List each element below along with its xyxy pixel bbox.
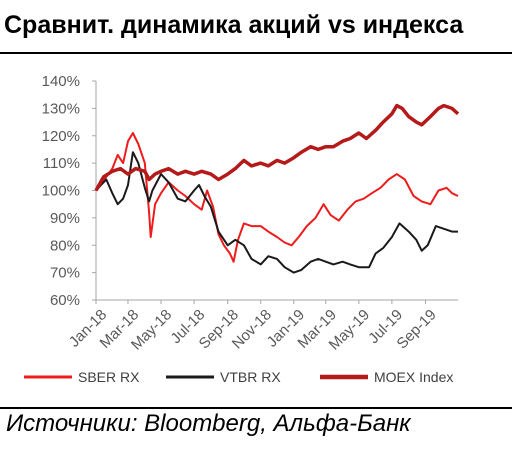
legend: SBER RX VTBR RX MOEX Index: [24, 369, 453, 385]
y-tick-label: 140%: [42, 73, 80, 90]
y-tick-label: 80%: [50, 237, 80, 254]
y-tick-label: 110%: [43, 155, 80, 172]
series-line-moex-index: [94, 103, 460, 192]
y-axis: 60% 70% 80% 90% 100% 110% 120% 130% 140%: [42, 73, 97, 309]
chart-title: Сравнит. динамика акций vs индекса: [4, 11, 464, 39]
y-tick-label: 120%: [42, 128, 80, 145]
source-note: Источники: Bloomberg, Альфа-Банк: [6, 410, 411, 437]
y-tick-label: 100%: [42, 183, 80, 200]
y-tick-label: 60%: [50, 292, 80, 309]
y-tick-label: 130%: [42, 100, 80, 117]
y-tick-label: 90%: [50, 210, 80, 227]
legend-label-moex-index: MOEX Index: [374, 369, 453, 385]
legend-label-sber-rx: SBER RX: [78, 369, 140, 385]
y-tick-label: 70%: [50, 265, 80, 282]
x-axis: Jan-18Mar-18May-18Jul-18Sep-18Nov-18Jan-…: [66, 299, 458, 354]
line-chart: 60% 70% 80% 90% 100% 110% 120% 130% 140% Jan-18M…: [24, 73, 460, 385]
series-line-sber-rx: [95, 132, 459, 263]
legend-label-vtbr-rx: VTBR RX: [220, 369, 281, 385]
series-line-vtbr-rx: [95, 151, 458, 274]
series-layer: [94, 103, 460, 274]
source-divider: [0, 407, 512, 409]
title-divider: [0, 52, 512, 54]
